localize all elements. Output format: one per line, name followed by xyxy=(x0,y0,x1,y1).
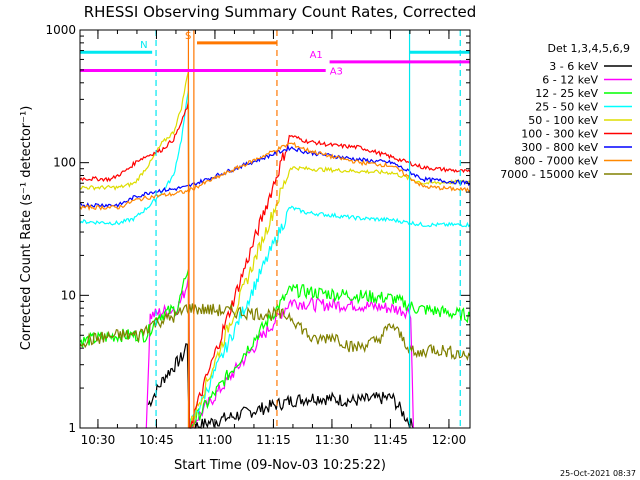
legend-label-4: 50 - 100 keV xyxy=(528,114,598,127)
legend-title: Det 1,3,4,5,6,9 xyxy=(547,42,630,55)
series-line-4 xyxy=(79,71,471,428)
annotation-label-4: A3 xyxy=(330,67,343,78)
series-line-6 xyxy=(79,144,471,208)
legend-label-1: 6 - 12 keV xyxy=(542,74,598,87)
legend-label-6: 300 - 800 keV xyxy=(521,141,598,154)
y-tick-label-2: 100 xyxy=(53,156,76,170)
annotation-label-2: S xyxy=(185,31,191,42)
legend-label-7: 800 - 7000 keV xyxy=(514,155,598,168)
series-line-8 xyxy=(79,302,471,361)
footer-timestamp: 25-Oct-2021 08:37 xyxy=(560,469,636,478)
series-line-3 xyxy=(79,90,471,429)
y-tick-label-3: 1000 xyxy=(45,23,76,37)
x-tick-label-3: 11:15 xyxy=(256,433,291,447)
x-tick-label-6: 12:00 xyxy=(432,433,467,447)
legend-label-3: 25 - 50 keV xyxy=(535,101,598,114)
y-tick-label-1: 10 xyxy=(61,288,76,302)
legend-label-0: 3 - 6 keV xyxy=(549,60,598,73)
legend-label-5: 100 - 300 keV xyxy=(521,128,598,141)
x-tick-label-5: 11:45 xyxy=(373,433,408,447)
annotation-label-3: A1 xyxy=(310,50,323,61)
x-tick-label-4: 11:30 xyxy=(315,433,350,447)
y-tick-label-0: 1 xyxy=(68,421,76,435)
x-axis-label: Start Time (09-Nov-03 10:25:22) xyxy=(174,458,386,473)
plot-area: N S A1 A3 10:30 10:45 11:00 11:15 11:30 11:45 12:0… xyxy=(45,23,471,447)
legend-label-8: 7000 - 15000 keV xyxy=(500,168,598,181)
chart-title: RHESSI Observing Summary Count Rates, Co… xyxy=(84,3,477,21)
x-tick-label-0: 10:30 xyxy=(81,433,116,447)
y-axis-label: Corrected Count Rate (s⁻¹ detector⁻¹) xyxy=(19,106,34,351)
x-tick-label-1: 10:45 xyxy=(139,433,174,447)
series-line-7 xyxy=(79,141,471,211)
plot-frame xyxy=(79,29,471,429)
annotation-label-0: N xyxy=(140,40,147,51)
series-line-2 xyxy=(79,269,471,429)
series-line-5 xyxy=(79,101,471,429)
x-tick-label-2: 11:00 xyxy=(198,433,233,447)
legend-label-2: 12 - 25 keV xyxy=(535,87,598,100)
